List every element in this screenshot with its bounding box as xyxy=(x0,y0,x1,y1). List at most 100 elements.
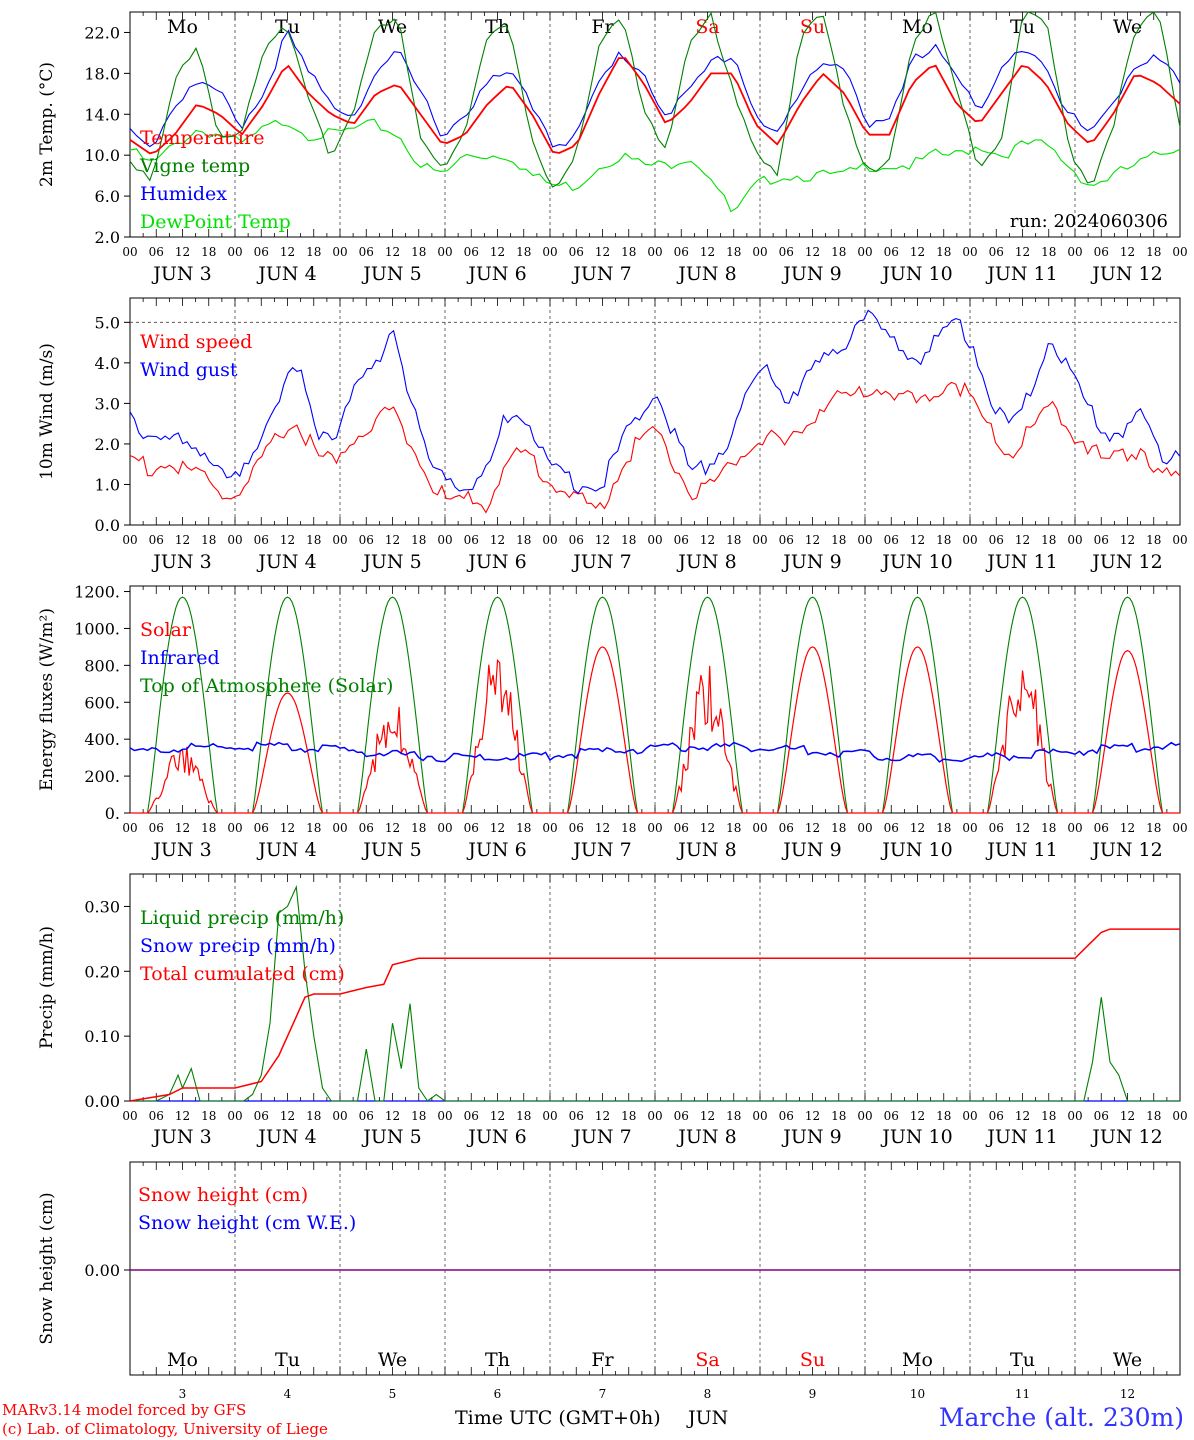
day-number: 12 xyxy=(1120,1387,1135,1401)
day-label: JUN 9 xyxy=(781,263,841,285)
hour-label: 12 xyxy=(595,821,610,835)
day-label: JUN 5 xyxy=(361,839,421,861)
hour-label: 12 xyxy=(700,1109,715,1123)
hour-label: 00 xyxy=(647,821,662,835)
series-total-cumulated xyxy=(129,928,1180,1102)
hour-label: 12 xyxy=(1120,821,1135,835)
hour-label: 06 xyxy=(989,821,1004,835)
legend-liquid-precip-mm-h: Liquid precip (mm/h) xyxy=(140,907,344,929)
hour-label: 12 xyxy=(595,1109,610,1123)
hour-label: 00 xyxy=(437,821,452,835)
hour-label: 00 xyxy=(1172,245,1187,259)
day-label: JUN 4 xyxy=(256,1126,316,1148)
station-title: Marche (alt. 230m) xyxy=(938,1403,1184,1432)
y-tick-label: 0.00 xyxy=(84,1092,120,1111)
hour-label: 06 xyxy=(569,533,584,547)
hour-label: 18 xyxy=(831,1109,846,1123)
y-tick-label: 1.0 xyxy=(95,475,120,494)
hour-label: 12 xyxy=(175,533,190,547)
hour-label: 12 xyxy=(385,533,400,547)
hour-label: 00 xyxy=(857,821,872,835)
hour-label: 06 xyxy=(779,1109,794,1123)
hour-label: 00 xyxy=(437,245,452,259)
y-tick-label: 0.00 xyxy=(84,1261,120,1280)
weekday-label: Sa xyxy=(695,1349,719,1371)
y-tick-label: 2.0 xyxy=(95,228,120,247)
hour-label: 18 xyxy=(936,533,951,547)
hour-label: 12 xyxy=(700,821,715,835)
hour-label: 00 xyxy=(962,245,977,259)
hour-label: 06 xyxy=(359,533,374,547)
hour-label: 06 xyxy=(884,1109,899,1123)
hour-label: 12 xyxy=(1120,533,1135,547)
hour-label: 06 xyxy=(149,821,164,835)
hour-label: 18 xyxy=(726,533,741,547)
hour-label: 18 xyxy=(936,821,951,835)
hour-label: 00 xyxy=(332,1109,347,1123)
y-tick-label: 3.0 xyxy=(95,394,120,413)
hour-label: 18 xyxy=(1041,821,1056,835)
hour-label: 12 xyxy=(1015,1109,1030,1123)
hour-label: 18 xyxy=(306,533,321,547)
hour-label: 18 xyxy=(726,245,741,259)
hour-label: 18 xyxy=(831,821,846,835)
hour-label: 18 xyxy=(201,533,216,547)
series-wind-gust xyxy=(129,309,1181,495)
weekday-label: Th xyxy=(485,16,510,38)
hour-label: 18 xyxy=(831,533,846,547)
hour-label: 00 xyxy=(122,821,137,835)
y-tick-label: 0.0 xyxy=(95,516,120,535)
legend-humidex: Humidex xyxy=(140,183,227,205)
hour-label: 18 xyxy=(516,821,531,835)
month-label: JUN xyxy=(686,1407,728,1429)
hour-label: 00 xyxy=(122,245,137,259)
day-label: JUN 10 xyxy=(880,1126,952,1148)
hour-label: 12 xyxy=(805,533,820,547)
hour-label: 18 xyxy=(1146,245,1161,259)
day-label: JUN 8 xyxy=(676,1126,736,1148)
day-number: 7 xyxy=(599,1387,607,1401)
hour-label: 18 xyxy=(516,245,531,259)
legend-snow-height-cm: Snow height (cm) xyxy=(138,1184,308,1206)
hour-label: 00 xyxy=(437,533,452,547)
hour-label: 00 xyxy=(542,245,557,259)
hour-label: 06 xyxy=(674,245,689,259)
day-label: JUN 5 xyxy=(361,1126,421,1148)
weekday-label: Mo xyxy=(902,1349,933,1371)
hour-label: 18 xyxy=(516,533,531,547)
hour-label: 00 xyxy=(857,1109,872,1123)
hour-label: 00 xyxy=(1172,821,1187,835)
hour-label: 18 xyxy=(936,245,951,259)
hour-label: 18 xyxy=(1146,821,1161,835)
hour-label: 00 xyxy=(332,245,347,259)
hour-label: 06 xyxy=(884,533,899,547)
hour-label: 00 xyxy=(332,821,347,835)
hour-label: 00 xyxy=(962,1109,977,1123)
weekday-label: Su xyxy=(800,1349,825,1371)
day-label: JUN 4 xyxy=(256,551,316,573)
day-number: 6 xyxy=(494,1387,502,1401)
y-tick-label: 600. xyxy=(84,693,120,712)
x-axis-label: Time UTC (GMT+0h) xyxy=(455,1407,661,1429)
weekday-label: Mo xyxy=(902,16,933,38)
weekday-label: Fr xyxy=(591,16,614,38)
hour-label: 18 xyxy=(621,821,636,835)
hour-label: 18 xyxy=(1146,533,1161,547)
day-number: 4 xyxy=(284,1387,292,1401)
hour-label: 12 xyxy=(385,1109,400,1123)
weekday-label: Mo xyxy=(167,1349,198,1371)
hour-label: 12 xyxy=(910,1109,925,1123)
hour-label: 00 xyxy=(122,533,137,547)
legend-snow-height-cm-w-e: Snow height (cm W.E.) xyxy=(138,1212,356,1234)
hour-label: 12 xyxy=(490,1109,505,1123)
series-dewpoint-temp xyxy=(129,118,1181,213)
hour-label: 18 xyxy=(1146,1109,1161,1123)
hour-label: 18 xyxy=(201,821,216,835)
day-label: JUN 3 xyxy=(151,551,211,573)
day-number: 10 xyxy=(910,1387,925,1401)
day-label: JUN 8 xyxy=(676,551,736,573)
lab-credit: (c) Lab. of Climatology, University of L… xyxy=(2,1420,328,1438)
hour-label: 00 xyxy=(542,821,557,835)
hour-label: 18 xyxy=(1041,533,1056,547)
series-wind-speed xyxy=(129,381,1181,514)
